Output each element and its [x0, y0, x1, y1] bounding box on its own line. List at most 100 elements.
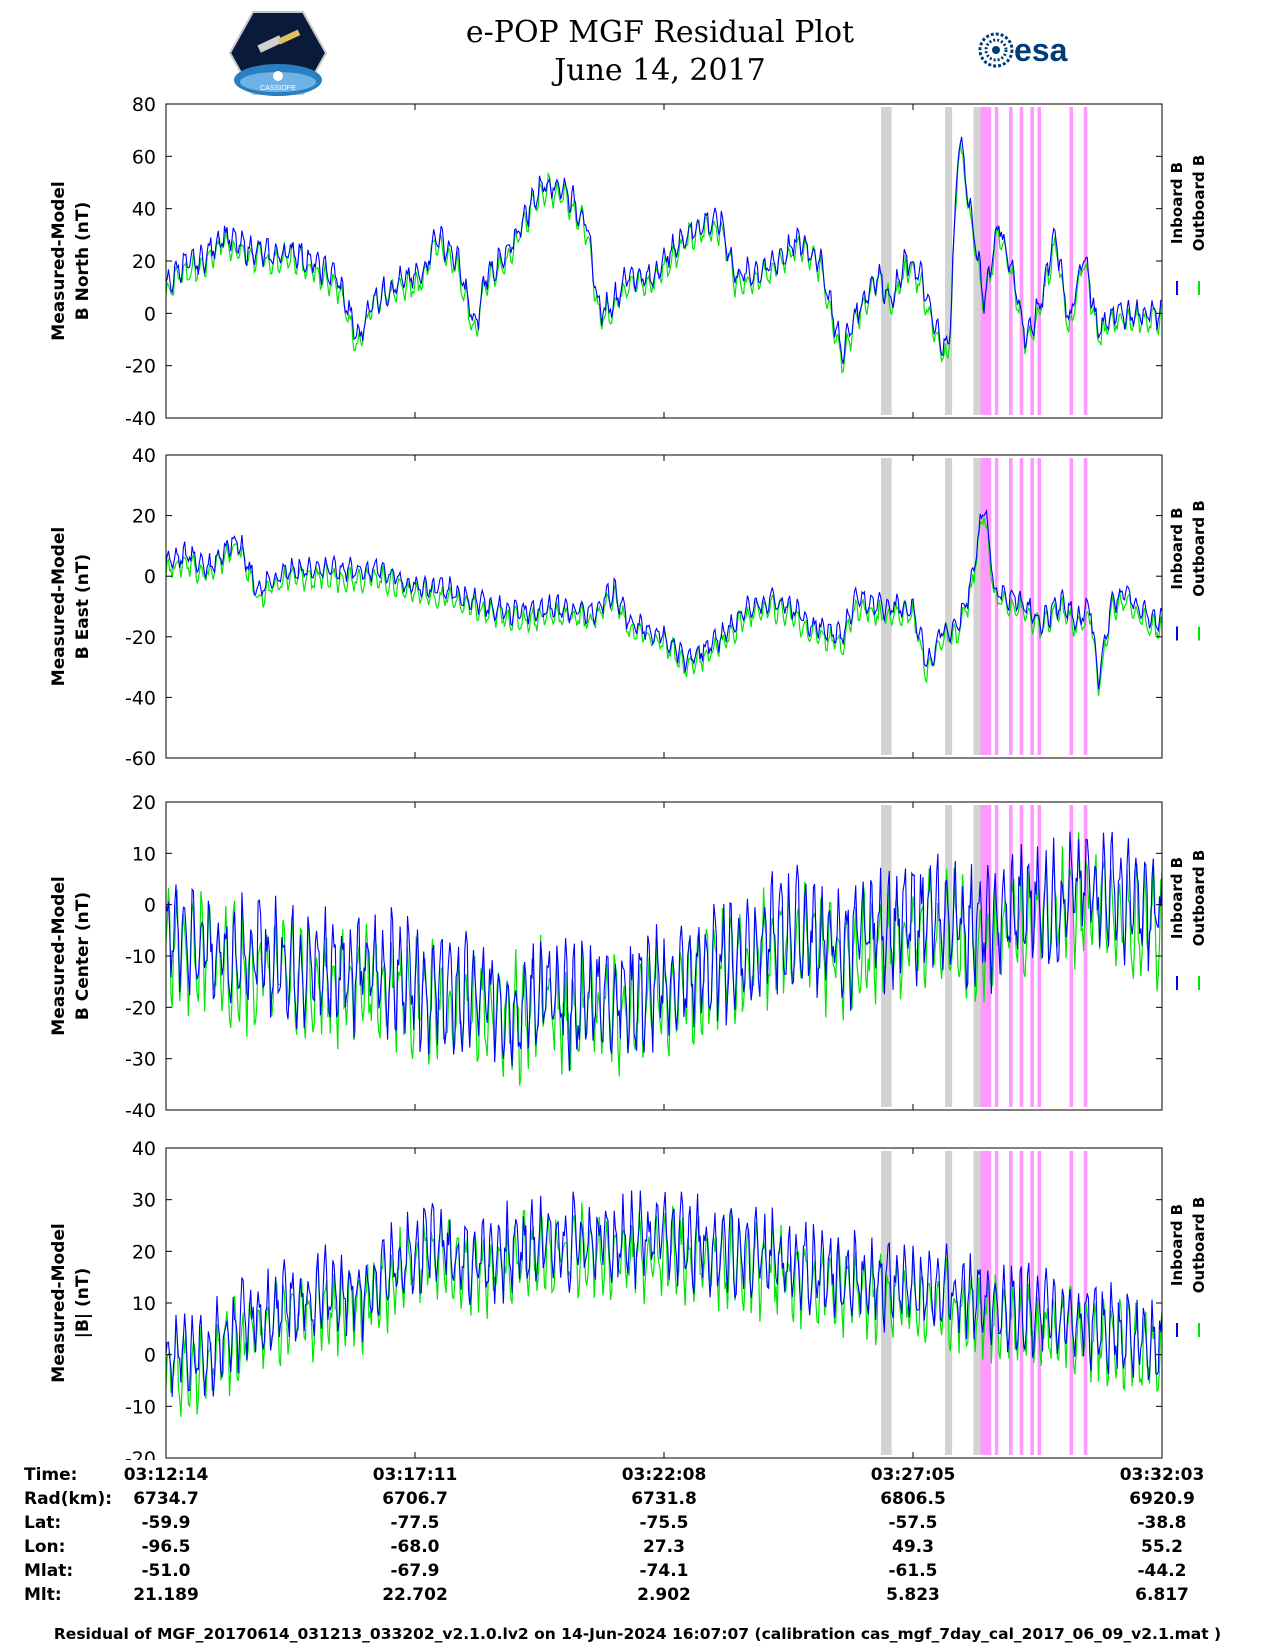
pink-band [1083, 107, 1088, 415]
info-value: 5.823 [886, 1585, 940, 1605]
y-tick-label: 0 [144, 1345, 156, 1367]
info-value: 2.902 [637, 1585, 691, 1605]
info-value: -51.0 [141, 1561, 191, 1581]
y-tick-label: -40 [125, 687, 156, 709]
y-tick-label: 20 [132, 792, 156, 814]
y-axis-label: B Center (nT) [73, 892, 93, 1020]
legend-inboard: Inboard B [1168, 857, 1186, 939]
gray-band [973, 458, 981, 755]
legend-outboard: Outboard B [1190, 1197, 1208, 1294]
gray-band [880, 107, 892, 415]
pink-band [1069, 805, 1074, 1107]
legend-outboard: Outboard B [1190, 155, 1208, 252]
pink-band [994, 107, 999, 415]
chart-title: e-POP MGF Residual Plot [465, 15, 855, 50]
pink-band [980, 805, 992, 1107]
cassiope-logo: CASSIOPE [228, 11, 328, 96]
gray-band [880, 1151, 892, 1455]
pink-band [1019, 107, 1024, 415]
info-value: -38.8 [1137, 1513, 1187, 1533]
info-value: 03:22:08 [621, 1465, 707, 1485]
info-value: 55.2 [1141, 1537, 1183, 1557]
y-tick-label: 20 [132, 251, 156, 273]
y-axis-label: |B| (nT) [73, 1268, 93, 1339]
panel-3: 20 10 0 -10 -20 -30 -40 Measured-Model B Center … [49, 792, 1208, 1122]
y-tick-label: 0 [144, 895, 156, 917]
info-value: 6731.8 [631, 1489, 697, 1509]
y-tick-label: -60 [125, 748, 156, 770]
info-value: -74.1 [639, 1561, 689, 1581]
pink-band [1083, 805, 1088, 1107]
legend-inboard: Inboard B [1168, 507, 1186, 589]
pink-band [1037, 805, 1042, 1107]
info-value: 03:12:14 [123, 1465, 209, 1485]
y-tick-label: 30 [132, 1190, 156, 1212]
y-tick-label: 10 [132, 843, 156, 865]
y-tick-label: 20 [132, 1241, 156, 1263]
info-label: Lon: [24, 1537, 66, 1557]
info-value: -96.5 [141, 1537, 191, 1557]
inboard-trace [165, 831, 1163, 1072]
chart-date: June 14, 2017 [554, 53, 766, 88]
outboard-trace [165, 142, 1163, 375]
pink-band [980, 1151, 992, 1455]
inboard-trace [165, 136, 1163, 365]
info-row: Lon: -96.5 -68.0 27.3 49.3 55.2 [0, 1537, 1275, 1561]
info-value: -77.5 [390, 1513, 440, 1533]
inboard-trace [165, 509, 1163, 690]
y-tick-label: -40 [125, 408, 156, 430]
gray-band [973, 107, 981, 415]
legend-inboard: Inboard B [1168, 162, 1186, 244]
info-row: Time: 03:12:14 03:17:11 03:22:08 03:27:05 03:… [0, 1465, 1275, 1489]
y-tick-label: 20 [132, 506, 156, 528]
info-value: -59.9 [141, 1513, 191, 1533]
info-value: 6806.5 [880, 1489, 946, 1509]
pink-band [1009, 805, 1013, 1107]
y-tick-label: 40 [132, 1138, 156, 1160]
gray-band [945, 107, 953, 415]
info-row: Mlat: -51.0 -67.9 -74.1 -61.5 -44.2 [0, 1561, 1275, 1585]
y-tick-label: 0 [144, 566, 156, 588]
pink-band [994, 805, 999, 1107]
y-axis-label: Measured-Model [49, 527, 69, 686]
y-axis-label: B East (nT) [73, 554, 93, 659]
panel-1: 80 60 40 20 0 -20 -40 Measured-Model B North (nT… [49, 94, 1208, 430]
info-row: Lat: -59.9 -77.5 -75.5 -57.5 -38.8 [0, 1513, 1275, 1537]
y-tick-label: 40 [132, 445, 156, 467]
gray-band [945, 458, 953, 755]
info-label: Rad(km): [24, 1489, 113, 1509]
footer-caption: Residual of MGF_20170614_031213_033202_v… [53, 1625, 1222, 1643]
legend-inboard: Inboard B [1168, 1204, 1186, 1286]
y-tick-label: 40 [132, 199, 156, 221]
y-tick-label: -20 [125, 1448, 156, 1460]
inboard-trace [165, 1190, 1163, 1397]
info-value: 22.702 [382, 1585, 448, 1605]
pink-band [1030, 1151, 1034, 1455]
info-value: 6920.9 [1129, 1489, 1195, 1509]
y-tick-label: -20 [125, 627, 156, 649]
info-value: 03:17:11 [372, 1465, 458, 1485]
info-value: 03:32:03 [1119, 1465, 1205, 1485]
y-tick-label: 80 [132, 94, 156, 116]
info-label: Mlt: [24, 1585, 62, 1605]
info-row: Rad(km): 6734.7 6706.7 6731.8 6806.5 6920.9 [0, 1489, 1275, 1513]
y-tick-label: -30 [125, 1049, 156, 1071]
title-block: e-POP MGF Residual Plot June 14, 2017 [400, 14, 920, 90]
pink-band [994, 458, 999, 755]
y-tick-label: 60 [132, 146, 156, 168]
info-value: -44.2 [1137, 1561, 1187, 1581]
info-value: -75.5 [639, 1513, 689, 1533]
y-axis-label: Measured-Model [49, 876, 69, 1035]
y-tick-label: -20 [125, 997, 156, 1019]
pink-band [1009, 107, 1013, 415]
pink-band [1069, 107, 1074, 415]
esa-logo: esa [978, 32, 1068, 68]
pink-band [1037, 458, 1042, 755]
info-row: Mlt: 21.189 22.702 2.902 5.823 6.817 [0, 1585, 1275, 1609]
pink-band [1019, 805, 1024, 1107]
y-axis-label: Measured-Model [49, 181, 69, 340]
pink-band [980, 107, 992, 415]
cassiope-logo-text: CASSIOPE [260, 85, 296, 92]
pink-band [1030, 107, 1034, 415]
